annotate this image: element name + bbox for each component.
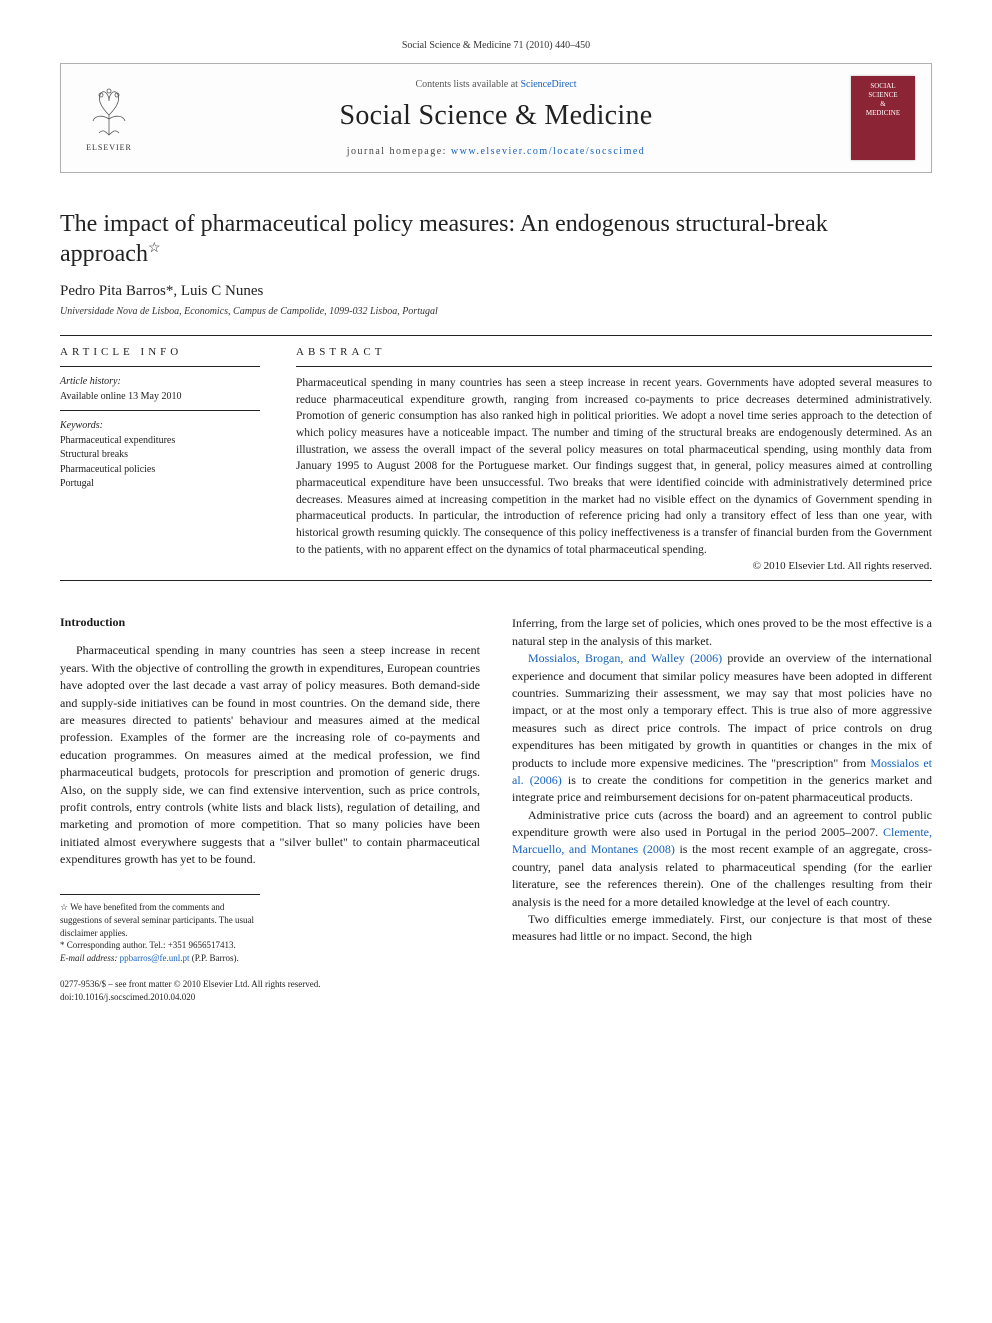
star-icon: ☆ xyxy=(60,902,68,912)
footer-doi: doi:10.1016/j.socscimed.2010.04.020 xyxy=(60,991,932,1004)
email-tail: (P.P. Barros). xyxy=(189,953,238,963)
cover-line: SOCIAL xyxy=(854,82,912,91)
cover-line: SCIENCE xyxy=(854,91,912,100)
footnote-corresponding: * Corresponding author. Tel.: +351 96565… xyxy=(60,939,260,952)
journal-header: ELSEVIER Contents lists available at Sci… xyxy=(60,63,932,173)
affiliation: Universidade Nova de Lisboa, Economics, … xyxy=(60,306,932,317)
citation-link[interactable]: Mossialos, Brogan, and Walley (2006) xyxy=(528,651,722,665)
contents-line: Contents lists available at ScienceDirec… xyxy=(159,79,833,90)
info-rule xyxy=(60,410,260,411)
body-columns: Introduction Pharmaceutical spending in … xyxy=(60,615,932,964)
history-label: Article history: xyxy=(60,375,260,390)
keyword: Pharmaceutical policies xyxy=(60,463,260,478)
body-text: provide an overview of the international… xyxy=(512,651,932,769)
abstract-column: ABSTRACT Pharmaceutical spending in many… xyxy=(296,346,932,572)
footnote-email: E-mail address: ppbarros@fe.unl.pt (P.P.… xyxy=(60,952,260,965)
article-info-column: ARTICLE INFO Article history: Available … xyxy=(60,346,260,572)
elsevier-tree-icon xyxy=(81,85,137,141)
sciencedirect-link[interactable]: ScienceDirect xyxy=(520,79,576,90)
info-rule xyxy=(60,366,260,367)
article-info-label: ARTICLE INFO xyxy=(60,346,260,358)
running-head: Social Science & Medicine 71 (2010) 440–… xyxy=(60,40,932,51)
body-paragraph: Inferring, from the large set of policie… xyxy=(512,615,932,650)
homepage-link[interactable]: www.elsevier.com/locate/socscimed xyxy=(451,146,645,157)
article-history: Article history: Available online 13 May… xyxy=(60,375,260,404)
introduction-heading: Introduction xyxy=(60,615,480,630)
title-footnote-mark: ☆ xyxy=(148,241,161,256)
right-column: Inferring, from the large set of policie… xyxy=(512,615,932,964)
homepage-line: journal homepage: www.elsevier.com/locat… xyxy=(159,146,833,157)
corr-label: * Corresponding author. Tel.: xyxy=(60,940,168,950)
journal-cover: SOCIAL SCIENCE & MEDICINE xyxy=(851,76,915,160)
homepage-prefix: journal homepage: xyxy=(347,146,451,157)
body-text: is to create the conditions for competit… xyxy=(512,773,932,804)
elsevier-logo: ELSEVIER xyxy=(77,78,141,158)
elsevier-wordmark: ELSEVIER xyxy=(86,143,132,152)
title-text: The impact of pharmaceutical policy meas… xyxy=(60,211,828,267)
body-paragraph: Pharmaceutical spending in many countrie… xyxy=(60,642,480,868)
keyword: Portugal xyxy=(60,477,260,492)
info-abstract-row: ARTICLE INFO Article history: Available … xyxy=(60,346,932,572)
keyword: Pharmaceutical expenditures xyxy=(60,434,260,449)
footnote-star: ☆ We have benefited from the comments an… xyxy=(60,901,260,939)
footnote-text: We have benefited from the comments and … xyxy=(60,902,254,937)
abstract-label: ABSTRACT xyxy=(296,346,932,358)
journal-title: Social Science & Medicine xyxy=(159,100,833,132)
keywords-block: Keywords: Pharmaceutical expenditures St… xyxy=(60,419,260,492)
footer-line: 0277-9536/$ – see front matter © 2010 El… xyxy=(60,978,932,991)
body-paragraph: Two difficulties emerge immediately. Fir… xyxy=(512,911,932,946)
email-link[interactable]: ppbarros@fe.unl.pt xyxy=(120,953,190,963)
body-text: Administrative price cuts (across the bo… xyxy=(512,808,932,839)
abstract-rule xyxy=(296,366,932,367)
contents-prefix: Contents lists available at xyxy=(415,79,520,90)
left-column: Introduction Pharmaceutical spending in … xyxy=(60,615,480,964)
footnotes: ☆ We have benefited from the comments an… xyxy=(60,894,260,964)
abstract-copyright: © 2010 Elsevier Ltd. All rights reserved… xyxy=(296,560,932,572)
header-center: Contents lists available at ScienceDirec… xyxy=(159,79,833,157)
keywords-label: Keywords: xyxy=(60,419,260,434)
corr-tel: +351 9656517413. xyxy=(168,940,236,950)
rule-top xyxy=(60,335,932,336)
body-paragraph: Administrative price cuts (across the bo… xyxy=(512,807,932,911)
abstract-text: Pharmaceutical spending in many countrie… xyxy=(296,375,932,558)
rule-bottom xyxy=(60,580,932,581)
body-paragraph: Mossialos, Brogan, and Walley (2006) pro… xyxy=(512,650,932,807)
page-footer: 0277-9536/$ – see front matter © 2010 El… xyxy=(60,978,932,1003)
keyword: Structural breaks xyxy=(60,448,260,463)
article-title: The impact of pharmaceutical policy meas… xyxy=(60,209,932,269)
cover-line: & xyxy=(854,100,912,109)
authors: Pedro Pita Barros*, Luis C Nunes xyxy=(60,283,932,300)
email-label: E-mail address: xyxy=(60,953,120,963)
cover-line: MEDICINE xyxy=(854,109,912,118)
history-line: Available online 13 May 2010 xyxy=(60,390,260,405)
